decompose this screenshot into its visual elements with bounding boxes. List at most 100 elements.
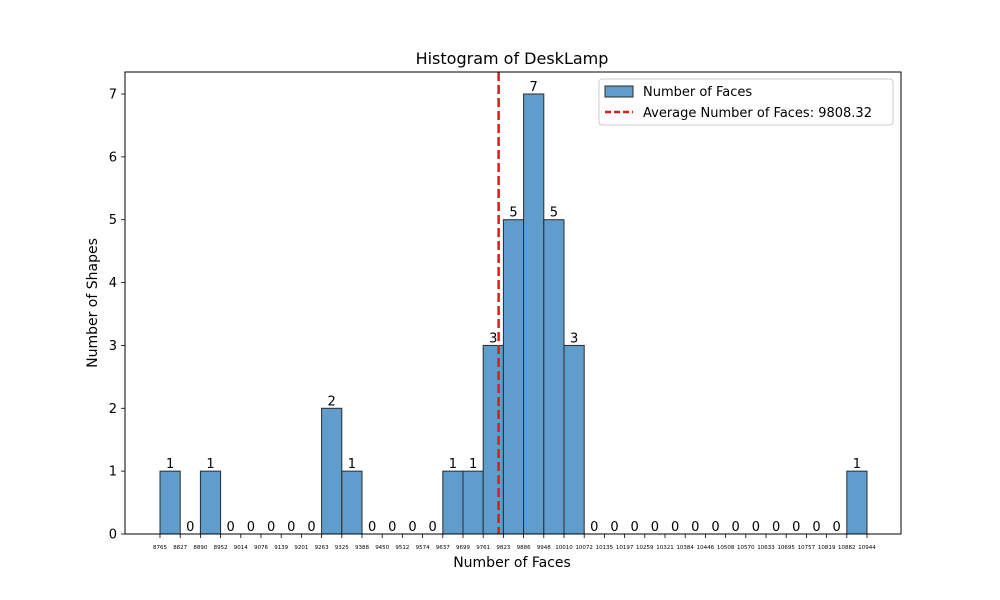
bar-value-label: 0 <box>631 520 639 535</box>
histogram-bar <box>462 470 484 535</box>
x-tick-label: 9512 <box>395 545 409 551</box>
bar-value-label: 5 <box>509 206 517 221</box>
y-tick-label: 6 <box>109 150 117 165</box>
x-tick-label: 10819 <box>818 545 836 551</box>
bar-value-label: 0 <box>186 520 194 535</box>
histogram-bar <box>442 470 464 535</box>
y-tick-label: 1 <box>109 465 117 480</box>
y-tick-label: 2 <box>109 402 117 417</box>
x-axis-title: Number of Faces <box>453 555 571 571</box>
bar-value-label: 0 <box>590 520 598 535</box>
bar-value-label: 0 <box>429 520 437 535</box>
y-axis-title: Number of Shapes <box>85 238 101 368</box>
bar-value-label: 3 <box>570 331 578 346</box>
bar-value-label: 3 <box>489 331 497 346</box>
x-tick-label: 10570 <box>737 545 755 551</box>
x-tick-label: 9014 <box>234 545 248 551</box>
chart-title: Histogram of DeskLamp <box>416 49 609 68</box>
y-tick-label: 3 <box>109 339 117 354</box>
x-tick-label: 9388 <box>355 545 369 551</box>
x-tick-label: 9450 <box>375 545 389 551</box>
y-tick-label: 7 <box>109 88 117 103</box>
bar-value-label: 0 <box>267 520 275 535</box>
x-tick-label: 10508 <box>717 545 735 551</box>
bar-value-label: 0 <box>287 520 295 535</box>
x-tick-label: 10072 <box>575 545 593 551</box>
axes-frame <box>124 71 902 535</box>
x-tick-label: 9761 <box>476 545 490 551</box>
histogram-bar <box>159 470 181 535</box>
bar-value-label: 0 <box>368 520 376 535</box>
x-tick-label: 9948 <box>537 545 551 551</box>
bar-value-label: 0 <box>812 520 820 535</box>
x-tick-label: 9823 <box>496 545 510 551</box>
bar-value-label: 0 <box>833 520 841 535</box>
x-tick-label: 8890 <box>193 545 207 551</box>
bar-value-label: 1 <box>166 457 174 472</box>
x-tick-label: 10259 <box>636 545 654 551</box>
bar-value-label: 1 <box>853 457 861 472</box>
bar-value-label: 0 <box>711 520 719 535</box>
legend-bar-swatch <box>604 85 634 98</box>
x-tick-label: 9076 <box>254 545 268 551</box>
histogram-bar <box>321 407 343 535</box>
x-tick-label: 8827 <box>173 545 187 551</box>
bar-value-label: 0 <box>772 520 780 535</box>
bar-value-label: 1 <box>206 457 214 472</box>
x-tick-label: 9325 <box>335 545 349 551</box>
histogram-bar <box>523 93 545 535</box>
x-tick-label: 10135 <box>596 545 614 551</box>
x-tick-label: 10695 <box>777 545 795 551</box>
bar-value-label: 0 <box>792 520 800 535</box>
y-tick-label: 5 <box>109 213 117 228</box>
bar-value-label: 0 <box>610 520 618 535</box>
legend-box <box>598 78 894 126</box>
bar-value-label: 0 <box>691 520 699 535</box>
bar-value-label: 0 <box>388 520 396 535</box>
bar-value-label: 2 <box>328 394 336 409</box>
x-tick-label: 10197 <box>616 545 634 551</box>
x-tick-label: 10446 <box>697 545 715 551</box>
x-tick-label: 10944 <box>858 545 876 551</box>
histogram-bar <box>199 470 222 535</box>
bar-value-label: 1 <box>469 457 477 472</box>
x-tick-label: 8765 <box>153 545 167 551</box>
x-tick-label: 9263 <box>315 545 329 551</box>
histogram-bar <box>502 219 525 535</box>
x-tick-label: 9201 <box>294 545 308 551</box>
x-tick-label: 9637 <box>436 545 450 551</box>
x-tick-label: 8952 <box>214 545 228 551</box>
bar-value-label: 0 <box>752 520 760 535</box>
x-tick-label: 10633 <box>757 545 775 551</box>
bar-value-label: 0 <box>247 520 255 535</box>
bar-value-label: 0 <box>732 520 740 535</box>
bar-value-label: 7 <box>530 80 538 95</box>
histogram-bar <box>543 219 565 535</box>
y-tick-label: 0 <box>109 528 117 543</box>
histogram-bar <box>482 344 504 535</box>
legend-label-average: Average Number of Faces: 9808.32 <box>643 106 872 121</box>
x-tick-label: 9699 <box>456 545 470 551</box>
bar-value-label: 0 <box>227 520 235 535</box>
x-tick-label: 9574 <box>416 545 430 551</box>
bar-value-label: 5 <box>550 206 558 221</box>
legend: Number of Faces Average Number of Faces:… <box>598 78 894 126</box>
bar-value-label: 0 <box>307 520 315 535</box>
bar-value-label: 0 <box>651 520 659 535</box>
histogram-bar <box>846 470 868 535</box>
bar-value-label: 0 <box>671 520 679 535</box>
bar-value-label: 1 <box>348 457 356 472</box>
x-tick-label: 10010 <box>555 545 573 551</box>
x-tick-label: 10882 <box>838 545 856 551</box>
histogram-bar <box>563 344 585 535</box>
legend-label-faces: Number of Faces <box>643 85 752 100</box>
histogram-bar <box>341 470 363 535</box>
y-tick-label: 4 <box>109 276 117 291</box>
x-tick-label: 10321 <box>656 545 674 551</box>
x-tick-label: 10384 <box>676 545 694 551</box>
x-tick-label: 10757 <box>798 545 816 551</box>
x-tick-label: 9139 <box>274 545 288 551</box>
bar-value-label: 0 <box>408 520 416 535</box>
